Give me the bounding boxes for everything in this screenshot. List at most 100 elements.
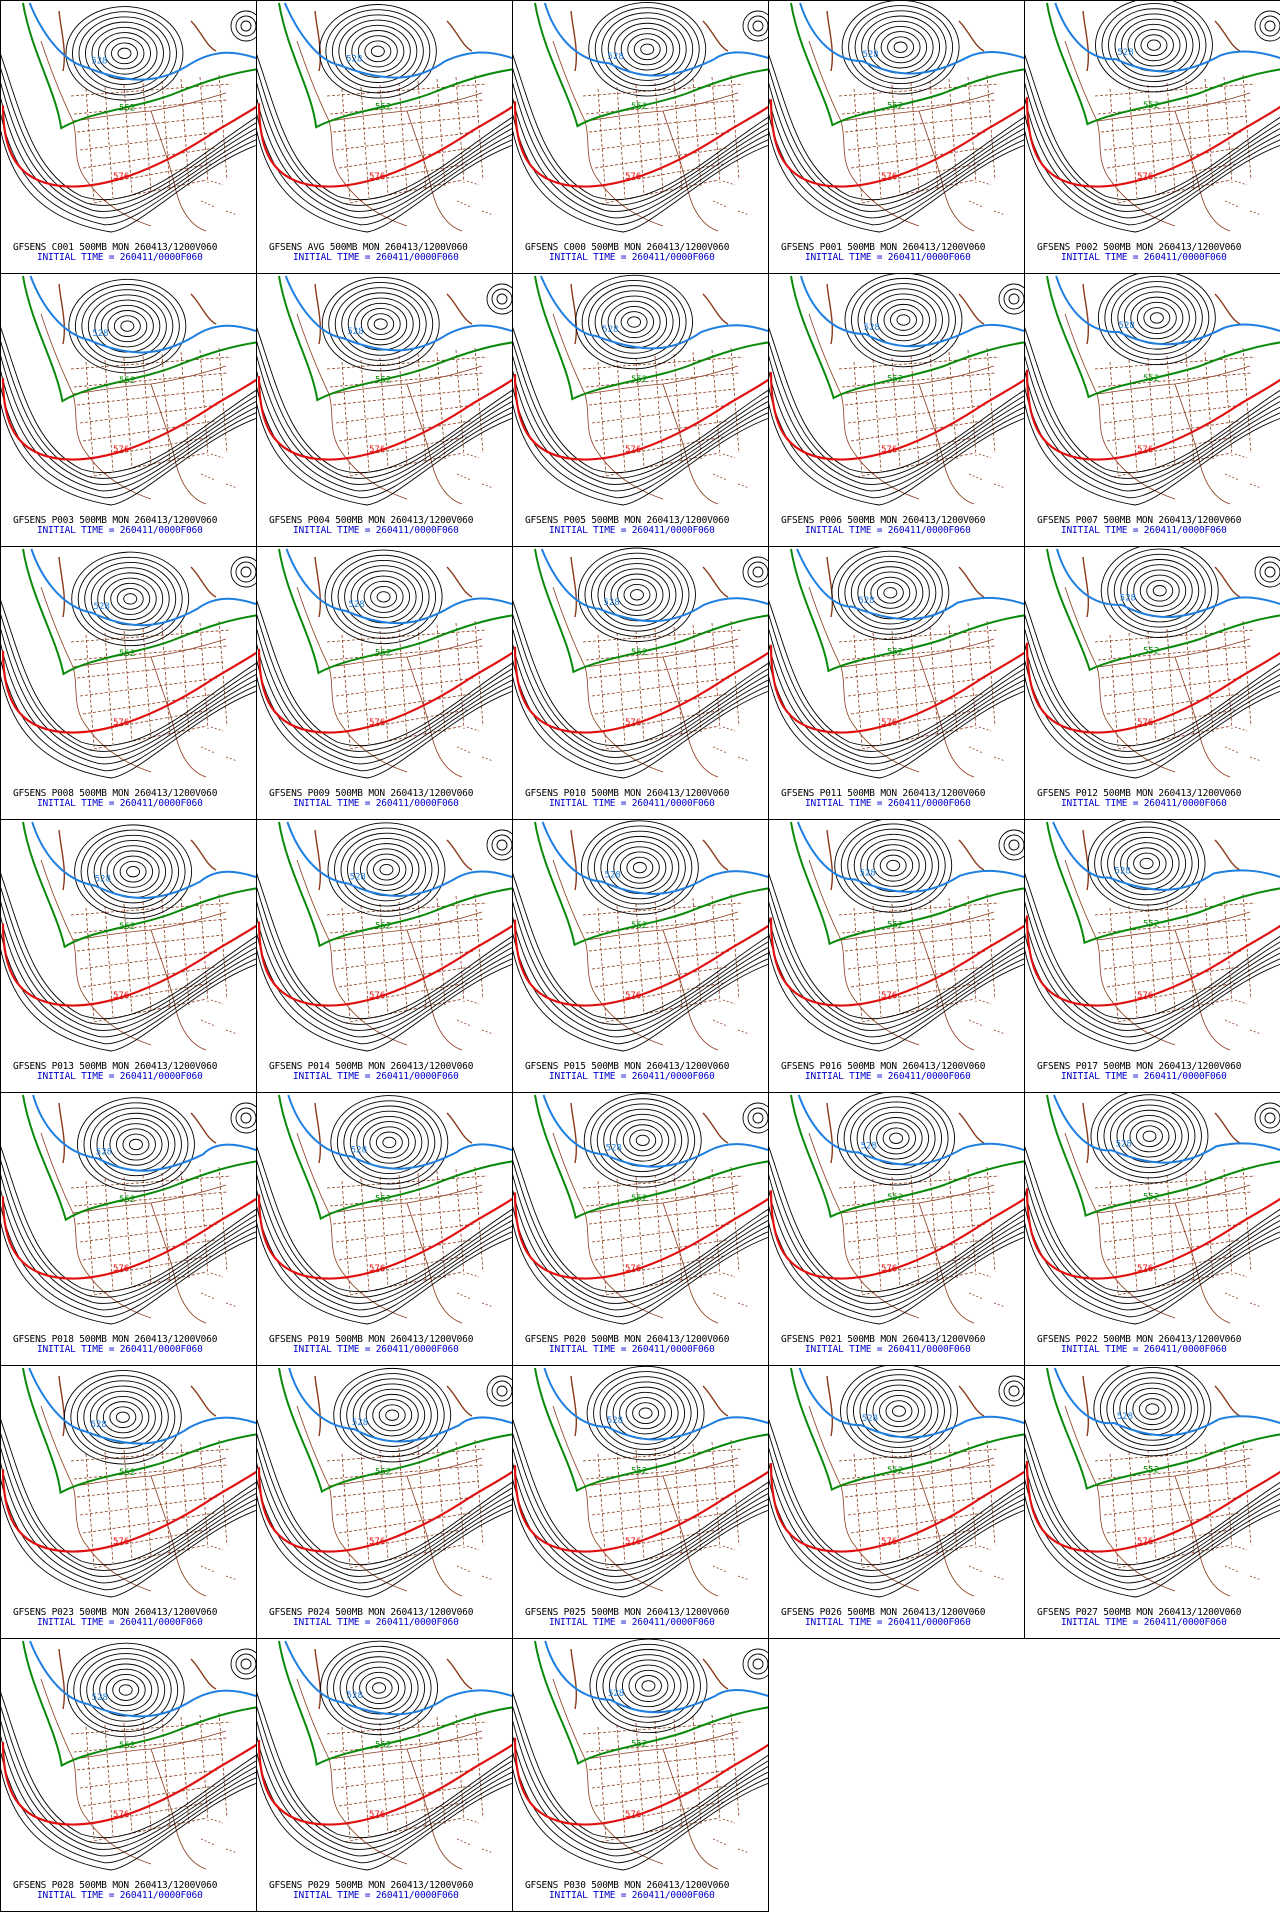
contour-label-576: 576 xyxy=(113,1537,129,1547)
contour-576 xyxy=(257,921,512,1007)
contour-576 xyxy=(769,1190,1024,1280)
contour-552 xyxy=(534,1640,768,1765)
initial-time-label: INITIAL TIME = 260411/0000F060 xyxy=(1061,1071,1227,1082)
geography-lines xyxy=(552,1102,750,1324)
contour-label-576: 576 xyxy=(1137,1537,1153,1547)
initial-time-label: INITIAL TIME = 260411/0000F060 xyxy=(293,1617,459,1628)
height-map: 528 552 576 xyxy=(1,275,256,506)
contour-552 xyxy=(1046,1094,1280,1218)
ensemble-member-panel: 528 552 576 GFSENS P010 500MB MON 260413/12… xyxy=(512,546,769,820)
height-contours xyxy=(769,1366,1024,1598)
contour-552 xyxy=(534,275,768,401)
contour-label-576: 576 xyxy=(113,991,129,1001)
height-map: 528 552 576 xyxy=(257,1367,512,1598)
height-contours xyxy=(769,547,1024,779)
panel-title: GFSENS P008 500MB MON 260413/1200V060 xyxy=(13,788,218,799)
height-contours xyxy=(513,274,768,506)
initial-time-label: INITIAL TIME = 260411/0000F060 xyxy=(549,1890,715,1901)
geography-lines xyxy=(40,829,238,1051)
height-contours xyxy=(513,820,768,1052)
ensemble-member-panel: 528 552 576 GFSENS P008 500MB MON 260413/12… xyxy=(0,546,257,820)
ensemble-member-panel: 528 552 576 GFSENS P012 500MB MON 260413/12… xyxy=(1024,546,1280,820)
contour-552 xyxy=(278,1094,512,1221)
panel-title: GFSENS C000 500MB MON 260413/1200V060 xyxy=(525,242,730,253)
contour-label-576: 576 xyxy=(625,718,641,728)
contour-label-576: 576 xyxy=(369,991,385,1001)
contour-576 xyxy=(1025,369,1280,461)
contour-label-528: 528 xyxy=(96,1147,112,1157)
contour-576 xyxy=(513,1465,768,1553)
contour-528 xyxy=(31,821,256,899)
initial-time-label: INITIAL TIME = 260411/0000F060 xyxy=(549,1617,715,1628)
contour-528 xyxy=(284,275,512,352)
contour-label-528: 528 xyxy=(352,1418,368,1428)
contour-label-528: 528 xyxy=(602,325,618,335)
ensemble-member-panel: 528 552 576 GFSENS P027 500MB MON 260413/12… xyxy=(1024,1365,1280,1639)
contour-label-552: 552 xyxy=(887,1193,903,1203)
geography-lines xyxy=(552,10,750,232)
contour-528 xyxy=(287,1094,512,1170)
panel-title: GFSENS P030 500MB MON 260413/1200V060 xyxy=(525,1880,730,1891)
contour-label-576: 576 xyxy=(625,1264,641,1274)
panel-title: GFSENS P029 500MB MON 260413/1200V060 xyxy=(269,1880,474,1891)
contour-label-552: 552 xyxy=(375,103,391,113)
contour-label-576: 576 xyxy=(625,991,641,1001)
contour-label-576: 576 xyxy=(1137,718,1153,728)
geography-lines xyxy=(296,1375,494,1597)
contour-528 xyxy=(284,1640,512,1716)
initial-time-label: INITIAL TIME = 260411/0000F060 xyxy=(1061,798,1227,809)
contour-552 xyxy=(534,821,768,947)
height-contours xyxy=(1025,1366,1280,1598)
contour-552 xyxy=(534,2,768,128)
initial-time-label: INITIAL TIME = 260411/0000F060 xyxy=(1061,252,1227,263)
contour-552 xyxy=(1046,1367,1280,1490)
height-contours xyxy=(1,1097,256,1325)
contour-label-576: 576 xyxy=(625,445,641,455)
contour-label-528: 528 xyxy=(858,596,874,606)
contour-label-528: 528 xyxy=(92,1693,108,1703)
contour-label-576: 576 xyxy=(113,718,129,728)
contour-552 xyxy=(22,1367,256,1495)
ensemble-member-panel: 528 552 576 GFSENS P019 500MB MON 260413/12… xyxy=(256,1092,513,1366)
contour-label-576: 576 xyxy=(881,991,897,1001)
contour-576 xyxy=(1025,97,1280,188)
contour-528 xyxy=(29,275,256,354)
contour-label-528: 528 xyxy=(1114,866,1130,876)
contour-label-552: 552 xyxy=(631,921,647,931)
panel-title: GFSENS P014 500MB MON 260413/1200V060 xyxy=(269,1061,474,1072)
height-contours xyxy=(513,547,768,779)
contour-label-528: 528 xyxy=(346,54,362,64)
geography-lines xyxy=(552,283,750,505)
height-map: 528 552 576 xyxy=(1025,274,1280,506)
height-map: 528 552 576 xyxy=(1,821,256,1052)
initial-time-label: INITIAL TIME = 260411/0000F060 xyxy=(293,1890,459,1901)
height-contours xyxy=(1,824,256,1052)
contour-552 xyxy=(278,1367,512,1494)
contour-528 xyxy=(30,548,256,627)
height-map: 528 552 576 xyxy=(769,547,1024,779)
contour-528 xyxy=(541,821,768,895)
ensemble-member-panel: 528 552 576 GFSENS P023 500MB MON 260413/12… xyxy=(0,1365,257,1639)
contour-576 xyxy=(1,923,256,1007)
contour-label-528: 528 xyxy=(861,1141,877,1151)
contour-552 xyxy=(22,821,256,949)
panel-title: GFSENS P006 500MB MON 260413/1200V060 xyxy=(781,515,986,526)
contour-label-528: 528 xyxy=(347,327,363,337)
contour-label-576: 576 xyxy=(625,1537,641,1547)
ensemble-member-panel: 528 552 576 GFSENS P007 500MB MON 260413/12… xyxy=(1024,273,1280,547)
contour-552 xyxy=(278,548,512,675)
height-contours xyxy=(1,6,256,233)
panel-title: GFSENS P024 500MB MON 260413/1200V060 xyxy=(269,1607,474,1618)
contour-552 xyxy=(790,2,1024,127)
contour-528 xyxy=(543,1367,768,1441)
height-map: 528 552 576 xyxy=(513,1,768,233)
contour-528 xyxy=(288,1367,512,1443)
contour-label-552: 552 xyxy=(1143,1466,1159,1476)
contour-552 xyxy=(278,2,512,129)
geography-lines xyxy=(552,1375,750,1597)
panel-title: GFSENS P020 500MB MON 260413/1200V060 xyxy=(525,1334,730,1345)
ensemble-member-panel: 528 552 576 GFSENS AVG 500MB MON 260413/120… xyxy=(256,0,513,274)
panel-title: GFSENS P022 500MB MON 260413/1200V060 xyxy=(1037,1334,1242,1345)
contour-552 xyxy=(22,275,256,403)
panel-title: GFSENS C001 500MB MON 260413/1200V060 xyxy=(13,242,218,253)
